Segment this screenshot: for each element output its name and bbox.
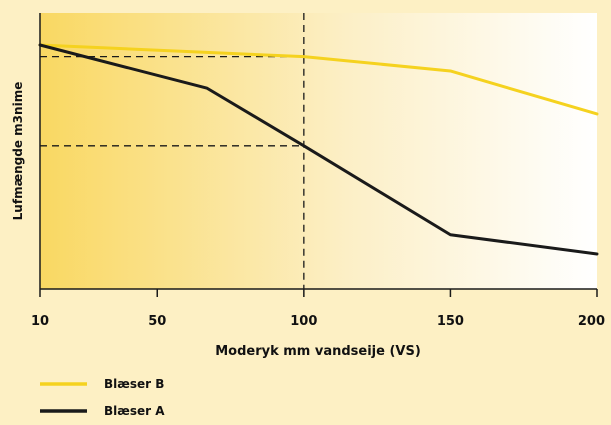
series-lines xyxy=(38,43,599,256)
x-tick-label: 200 xyxy=(578,314,605,329)
x-tick-label: 150 xyxy=(437,314,464,329)
legend-label: Blæser A xyxy=(104,404,165,418)
x-ticks: 10 50 100 150 200 xyxy=(31,289,605,329)
plot-area xyxy=(40,13,597,289)
legend: Blæser B Blæser A xyxy=(40,377,165,418)
reference-lines xyxy=(40,13,305,289)
y-axis-label: Lufmængde m3nime xyxy=(11,82,25,221)
series-line-blaeser-b xyxy=(38,43,599,116)
reference-line-1 xyxy=(40,55,305,289)
series-line-blaeser-a xyxy=(38,43,599,256)
legend-item-blaeser-a: Blæser A xyxy=(40,404,165,418)
x-tick-label: 100 xyxy=(290,314,317,329)
legend-item-blaeser-b: Blæser B xyxy=(40,377,164,391)
x-tick-label: 10 xyxy=(31,314,49,329)
x-axis-label: Moderyk mm vandseije (VS) xyxy=(215,344,421,359)
legend-label: Blæser B xyxy=(104,377,164,391)
x-tick-label: 50 xyxy=(148,314,166,329)
